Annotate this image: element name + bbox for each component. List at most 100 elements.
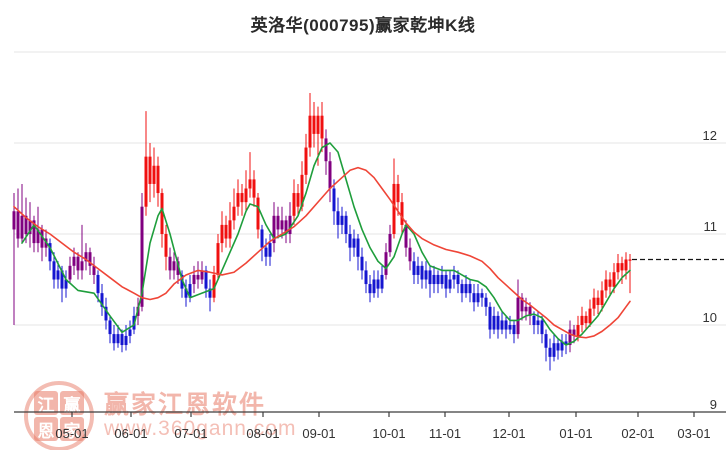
candle-body bbox=[28, 220, 32, 234]
candle-body bbox=[372, 279, 376, 294]
candle-body bbox=[200, 270, 204, 280]
candle-body bbox=[120, 334, 124, 346]
candle-body bbox=[224, 224, 228, 239]
candle-body bbox=[384, 252, 388, 275]
candle-body bbox=[84, 252, 88, 262]
candle-body bbox=[88, 252, 92, 266]
candle-body bbox=[584, 315, 588, 324]
candle-body bbox=[412, 261, 416, 275]
x-tick-label: 08-01 bbox=[246, 426, 279, 441]
candle-body bbox=[536, 320, 540, 325]
candle-body bbox=[12, 211, 16, 230]
candle-body bbox=[152, 165, 156, 184]
candle-body bbox=[268, 243, 272, 257]
candle-body bbox=[176, 261, 180, 275]
candle-body bbox=[192, 274, 196, 285]
candle-body bbox=[232, 206, 236, 221]
x-tick-label: 09-01 bbox=[302, 426, 335, 441]
candle-body bbox=[628, 259, 632, 261]
candle-body bbox=[312, 115, 316, 134]
candle-body bbox=[420, 265, 424, 280]
candle-body bbox=[188, 284, 192, 298]
candle-body bbox=[208, 288, 212, 298]
candle-body bbox=[360, 256, 364, 271]
candle-body bbox=[264, 247, 268, 257]
candle-body bbox=[432, 274, 436, 285]
candle-body bbox=[564, 341, 568, 346]
candle-body bbox=[468, 284, 472, 294]
candle-body bbox=[500, 320, 504, 330]
candle-body bbox=[568, 329, 572, 346]
candle-body bbox=[244, 188, 248, 203]
ma-fast-green bbox=[21, 142, 631, 346]
candle-body bbox=[180, 274, 184, 289]
x-tick-label: 07-01 bbox=[174, 426, 207, 441]
candle-body bbox=[348, 234, 352, 248]
candle-body bbox=[520, 297, 524, 312]
candle-body bbox=[524, 306, 528, 312]
candle-body bbox=[36, 229, 40, 244]
candle-body bbox=[472, 293, 476, 303]
candle-body bbox=[504, 320, 508, 330]
candle-body bbox=[112, 334, 116, 344]
candle-body bbox=[40, 229, 44, 248]
x-tick-label: 03-01 bbox=[677, 426, 710, 441]
candle-body bbox=[436, 274, 440, 285]
candle-body bbox=[496, 315, 500, 330]
candle-body bbox=[220, 224, 224, 244]
candle-body bbox=[352, 238, 356, 248]
candle-body bbox=[292, 193, 296, 216]
y-tick-label: 10 bbox=[703, 310, 717, 325]
candle-body bbox=[252, 179, 256, 198]
candle-body bbox=[452, 274, 456, 280]
candle-body bbox=[620, 263, 624, 271]
candle-body bbox=[124, 335, 128, 346]
candle-body bbox=[492, 315, 496, 330]
candle-body bbox=[24, 215, 28, 234]
candle-body bbox=[56, 270, 60, 280]
candle-body bbox=[104, 306, 108, 321]
candle-body bbox=[356, 238, 360, 257]
watermark-seal-icon: 江 赢 恩 家 bbox=[24, 381, 94, 450]
candle-body bbox=[544, 334, 548, 348]
candle-body bbox=[460, 284, 464, 294]
candle-body bbox=[364, 270, 368, 285]
candle-body bbox=[288, 215, 292, 234]
seal-char: 恩 bbox=[34, 417, 58, 441]
candle-body bbox=[332, 188, 336, 212]
candle-body bbox=[92, 265, 96, 275]
candle-body bbox=[528, 306, 532, 316]
candle-body bbox=[608, 279, 612, 287]
candle-body bbox=[68, 265, 72, 280]
candle-body bbox=[464, 284, 468, 294]
candle-body bbox=[32, 220, 36, 244]
candle-body bbox=[48, 243, 52, 262]
candle-body bbox=[276, 215, 280, 230]
candle-body bbox=[416, 265, 420, 275]
candle-body bbox=[324, 138, 328, 162]
candle-body bbox=[440, 274, 444, 285]
candle-body bbox=[444, 274, 448, 289]
candle-body bbox=[596, 297, 600, 305]
candle-body bbox=[612, 272, 616, 287]
candle-body bbox=[156, 165, 160, 194]
x-tick-label: 10-01 bbox=[372, 426, 405, 441]
candle-body bbox=[320, 115, 324, 139]
candle-body bbox=[448, 279, 452, 289]
candle-body bbox=[336, 211, 340, 225]
candle-body bbox=[616, 263, 620, 273]
x-tick-label: 02-01 bbox=[621, 426, 654, 441]
candle-body bbox=[76, 256, 80, 271]
watermark-text: 赢家江恩软件 www.360gann.com bbox=[104, 392, 296, 440]
candle-body bbox=[368, 284, 372, 294]
seal-char: 赢 bbox=[60, 391, 84, 415]
y-tick-label: 9 bbox=[710, 397, 717, 412]
candle-body bbox=[80, 261, 84, 271]
candle-body bbox=[52, 261, 56, 280]
candle-body bbox=[296, 193, 300, 207]
candle-body bbox=[172, 261, 176, 271]
x-tick-label: 11-01 bbox=[429, 426, 461, 441]
x-axis: 05-01 06-01 07-01 08-01 09-01 10-01 11-01 12-01… bbox=[14, 411, 726, 441]
